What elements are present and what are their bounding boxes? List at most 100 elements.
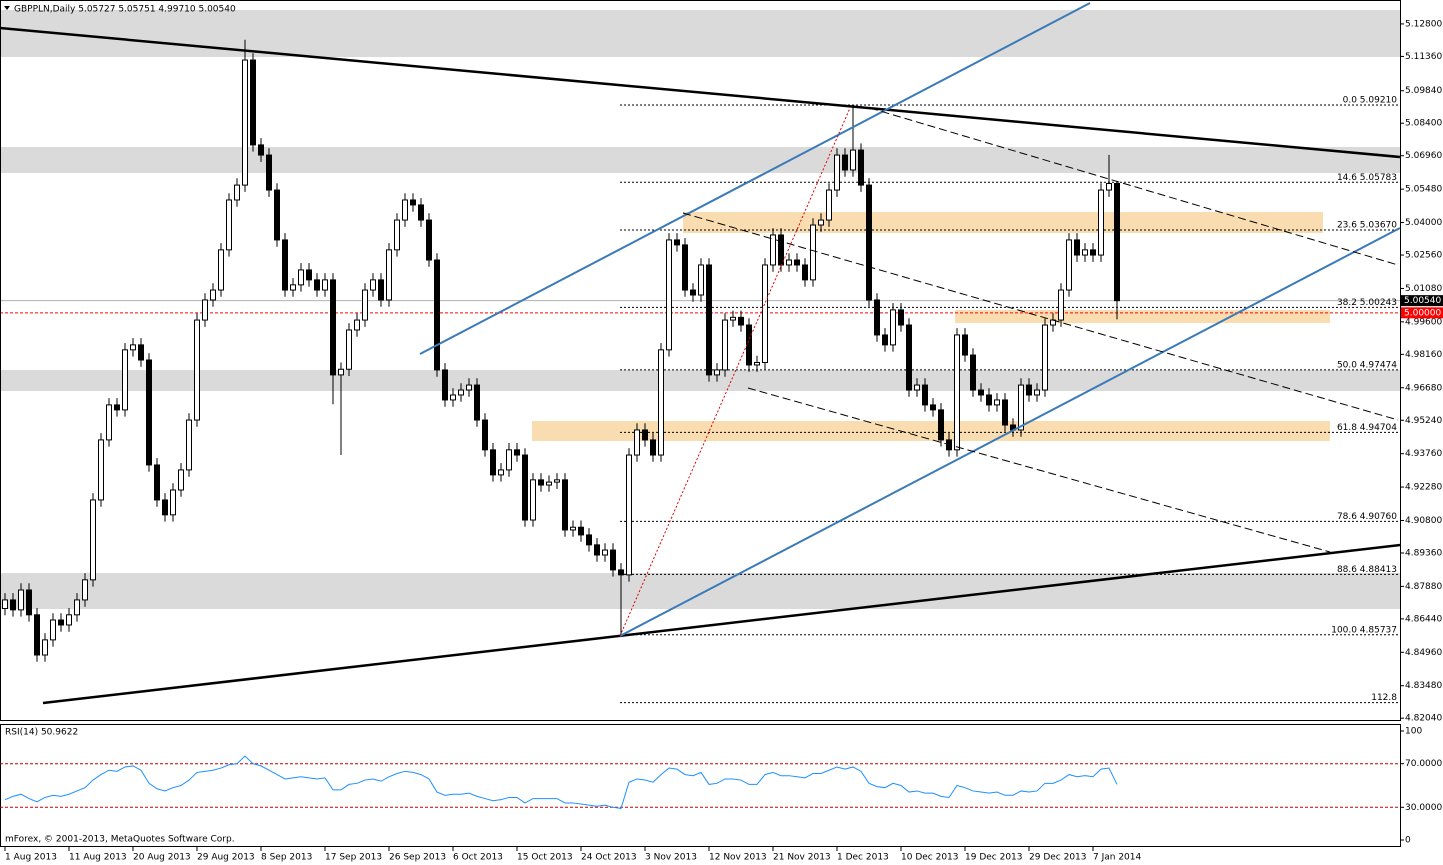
trend-line bbox=[42, 543, 1401, 705]
candle-body bbox=[626, 454, 632, 576]
resistance-zone bbox=[683, 212, 1323, 233]
fib-level-price: 4.90760 bbox=[1360, 512, 1397, 522]
y-tick-label: 4.92280 bbox=[1405, 483, 1442, 493]
candle-body bbox=[2, 599, 8, 610]
menu-arrow[interactable] bbox=[4, 6, 10, 10]
y-tick-label: 5.06960 bbox=[1405, 151, 1442, 161]
candle-body bbox=[362, 289, 368, 321]
dashed-line bbox=[747, 387, 1331, 553]
candle-body bbox=[322, 279, 328, 291]
candle-body bbox=[202, 299, 208, 321]
candle-body bbox=[706, 264, 712, 376]
candle-body bbox=[970, 354, 976, 391]
x-tick-label: 12 Nov 2013 bbox=[709, 853, 767, 863]
rsi-panel-frame bbox=[0, 724, 1401, 847]
candle-body bbox=[882, 334, 888, 346]
candle-body bbox=[1034, 389, 1040, 396]
x-tick-label: 17 Sep 2013 bbox=[325, 853, 382, 863]
y-tick-label: 4.95240 bbox=[1405, 416, 1442, 426]
y-tick-label: 5.12800 bbox=[1405, 19, 1442, 29]
candle-body bbox=[762, 264, 768, 363]
candle-body bbox=[1106, 182, 1112, 191]
x-tick-label: 7 Jan 2014 bbox=[1093, 853, 1141, 863]
y-tick-label: 4.84960 bbox=[1405, 648, 1442, 658]
candle-body bbox=[498, 469, 504, 476]
candle-body bbox=[1042, 324, 1048, 391]
candle-body bbox=[658, 349, 664, 456]
candle-body bbox=[194, 319, 200, 421]
y-tick-label: 100 bbox=[1405, 727, 1422, 737]
candle-body bbox=[634, 429, 640, 456]
candle-body bbox=[466, 384, 472, 391]
candle-body bbox=[898, 309, 904, 326]
candle-body bbox=[1018, 384, 1024, 431]
candle-body bbox=[290, 284, 296, 291]
fib-level-name: 50.0 bbox=[1337, 360, 1357, 370]
candle-body bbox=[482, 419, 488, 451]
fib-level-price: 5.00243 bbox=[1360, 298, 1397, 308]
dashed-line bbox=[682, 212, 1399, 421]
candle-body bbox=[698, 264, 704, 296]
fib-level-name: 0.0 bbox=[1343, 95, 1358, 105]
y-tick-label: 4.93760 bbox=[1405, 449, 1442, 459]
fib-level-price: 4.97474 bbox=[1360, 360, 1397, 370]
candle-body bbox=[690, 289, 696, 296]
candle-body bbox=[906, 324, 912, 391]
fib-level-name: 61.8 bbox=[1337, 423, 1357, 433]
fib-level-price: 4.94704 bbox=[1360, 423, 1397, 433]
candle-body bbox=[378, 279, 384, 301]
support-zone bbox=[1, 370, 1400, 391]
candle-body bbox=[738, 316, 744, 326]
candle-body bbox=[1090, 249, 1096, 256]
candle-body bbox=[506, 449, 512, 471]
x-tick-label: 1 Aug 2013 bbox=[5, 853, 57, 863]
candle-body bbox=[938, 409, 944, 441]
fib-level-price: 5.09210 bbox=[1360, 95, 1397, 105]
candle-body bbox=[98, 439, 104, 501]
candle-body bbox=[930, 404, 936, 411]
candle-body bbox=[306, 269, 312, 281]
main-panel-frame bbox=[0, 0, 1401, 721]
candle-body bbox=[530, 479, 536, 521]
y-tick-label: 4.83480 bbox=[1405, 681, 1442, 691]
candle-body bbox=[962, 334, 968, 356]
y-tick-label: 70.0000 bbox=[1405, 759, 1442, 769]
candle-body bbox=[130, 344, 136, 351]
candle-body bbox=[50, 619, 56, 641]
candle-body bbox=[314, 279, 320, 291]
candle-body bbox=[1082, 249, 1088, 256]
candle-body bbox=[210, 289, 216, 301]
candle-body bbox=[922, 384, 928, 406]
candle-body bbox=[266, 154, 272, 191]
candle-body bbox=[418, 204, 424, 221]
candle-body bbox=[874, 299, 880, 336]
candle-body bbox=[1074, 239, 1080, 256]
candle-body bbox=[618, 569, 624, 576]
candle-body bbox=[370, 279, 376, 291]
candle-body bbox=[818, 219, 824, 226]
candle-body bbox=[490, 449, 496, 476]
candle-body bbox=[1114, 182, 1120, 302]
candle-body bbox=[458, 389, 464, 396]
x-tick-label: 24 Oct 2013 bbox=[581, 853, 637, 863]
candle-body bbox=[554, 479, 560, 483]
candle-body bbox=[610, 549, 616, 571]
y-tick-label: 4.87880 bbox=[1405, 582, 1442, 592]
candle-body bbox=[394, 219, 400, 251]
candle-body bbox=[586, 534, 592, 546]
candle-body bbox=[250, 59, 256, 146]
zones bbox=[1, 10, 1400, 609]
price-tag bbox=[1401, 307, 1443, 319]
candle-body bbox=[74, 599, 80, 616]
fib-level-name: 112.8 bbox=[1371, 693, 1397, 703]
candle-body bbox=[426, 219, 432, 261]
y-tick-label: 4.96680 bbox=[1405, 383, 1442, 393]
candle-body bbox=[218, 249, 224, 291]
support-zone bbox=[1, 147, 1400, 173]
candle-body bbox=[18, 589, 24, 611]
candle-body bbox=[834, 154, 840, 191]
y-tick-label: 0 bbox=[1405, 836, 1411, 846]
x-tick-label: 21 Nov 2013 bbox=[773, 853, 831, 863]
candle-body bbox=[162, 499, 168, 516]
candle-body bbox=[298, 269, 304, 286]
